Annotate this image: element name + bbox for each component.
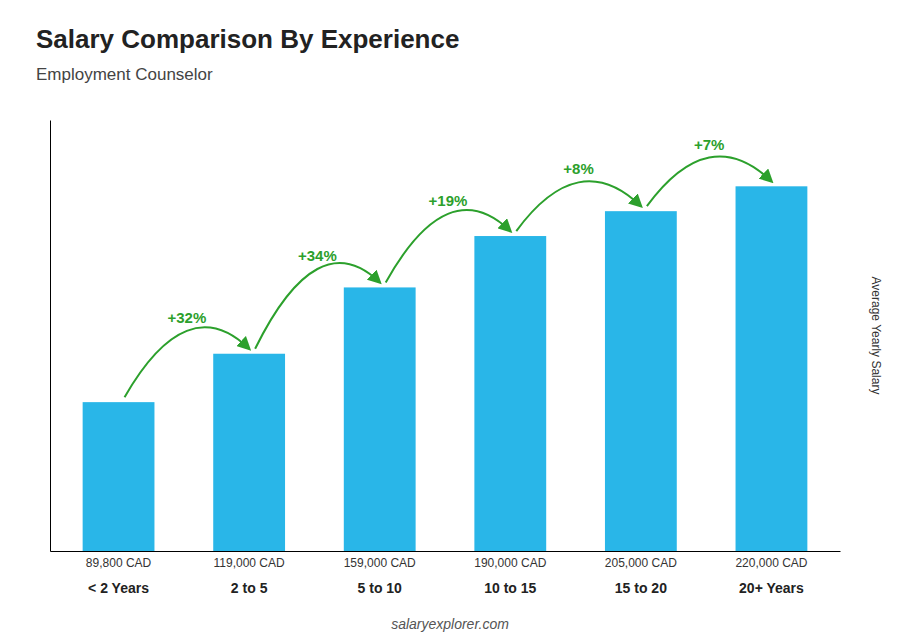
title: Salary Comparison By Experience [36, 24, 459, 54]
growth-label: +32% [167, 309, 206, 326]
value-label: 89,800 CAD [86, 556, 152, 570]
bar [344, 287, 416, 551]
x-tick-label: 10 to 15 [484, 580, 536, 596]
value-label: 205,000 CAD [605, 556, 677, 570]
growth-label: +7% [694, 136, 724, 153]
bar [213, 354, 285, 551]
bar [605, 211, 677, 551]
x-tick-label: 20+ Years [739, 580, 804, 596]
value-label: 119,000 CAD [214, 556, 285, 570]
y-axis [50, 121, 51, 552]
x-axis: < 2 Years 2 to 5 5 to 10 10 to 15 15 to 20 20… [51, 551, 841, 596]
growth-arrow [647, 156, 772, 206]
bars [83, 186, 808, 551]
value-labels: 89,800 CAD 119,000 CAD 159,000 CAD 190,000 … [86, 556, 808, 570]
bar [736, 186, 808, 551]
growth-arrow [386, 210, 511, 282]
growth-arrow [125, 327, 250, 397]
x-tick-label: 5 to 10 [358, 580, 403, 596]
growth-label: +8% [563, 160, 593, 177]
x-tick-label: 2 to 5 [231, 580, 268, 596]
subtitle: Employment Counselor [36, 65, 213, 84]
chart: Salary Comparison By Experience Employmen… [0, 0, 900, 641]
annotations: +32% +34% +19% +8% +7% [125, 136, 772, 398]
watermark: salaryexplorer.com [391, 616, 509, 632]
growth-arrow [255, 263, 380, 349]
x-tick-label: 15 to 20 [615, 580, 667, 596]
x-tick-label: < 2 Years [88, 580, 149, 596]
y-axis-title: Average Yearly Salary [869, 277, 883, 395]
value-label: 159,000 CAD [344, 556, 416, 570]
y-axis-line [50, 121, 51, 552]
value-label: 220,000 CAD [735, 556, 807, 570]
plot: < 2 Years 2 to 5 5 to 10 10 to 15 15 to 20 20… [51, 121, 841, 596]
growth-arrow [516, 181, 641, 231]
value-label: 190,000 CAD [474, 556, 546, 570]
growth-label: +19% [429, 192, 468, 209]
x-axis-line [51, 551, 841, 552]
growth-label: +34% [298, 247, 337, 264]
bar [474, 236, 546, 551]
bar [83, 402, 155, 551]
